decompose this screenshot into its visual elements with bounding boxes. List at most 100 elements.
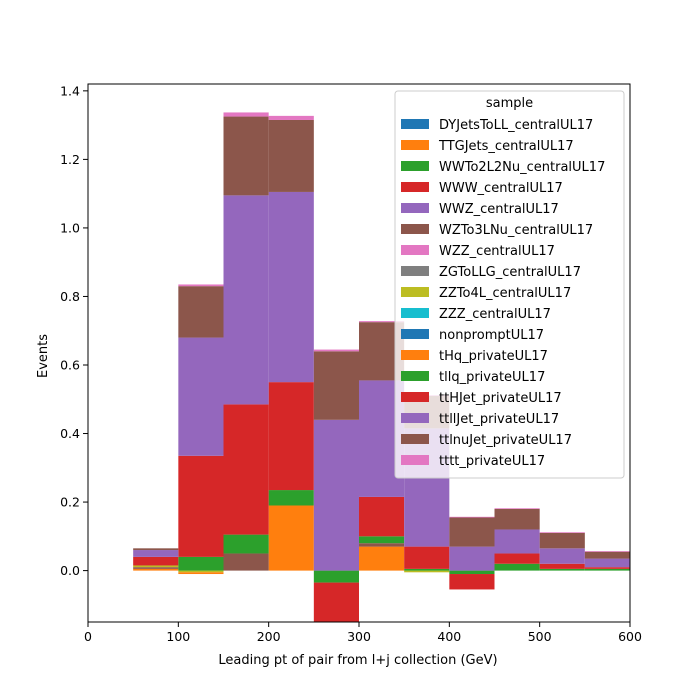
- bar-tllq_privateUL17-bin-9: [539, 568, 585, 571]
- bar-tttt_privateUL17-bin-4: [313, 349, 359, 352]
- bar-ttHJet_privateUL17-bin-4: [313, 582, 359, 622]
- bar-tttt_privateUL17-bin-5: [359, 321, 405, 323]
- legend-swatch: [401, 308, 429, 318]
- bar-ttHJet_privateUL17-bin-3: [268, 382, 314, 491]
- legend-swatch: [401, 350, 429, 360]
- legend-entry-label: ZZZ_centralUL17: [439, 307, 551, 322]
- y-axis-label: Events: [36, 334, 51, 378]
- bar-ttlnuJet_privateUL17-bin-0: [133, 548, 179, 551]
- bar-ttHJet_privateUL17-bin-10: [584, 567, 630, 569]
- y-tick-label: 1.0: [60, 220, 80, 235]
- bar-ttlnuJet_privateUL17-bin-10: [584, 551, 630, 559]
- x-tick-label: 100: [166, 629, 190, 644]
- legend-swatch: [401, 266, 429, 276]
- legend-title: sample: [486, 96, 533, 111]
- bar-tllq_privateUL17-bin-5: [359, 536, 405, 544]
- x-tick-label: 0: [84, 629, 92, 644]
- bar-ttllJet_privateUL17-bin-7: [449, 546, 495, 571]
- bar-tllq_privateUL17-bin-6: [404, 568, 450, 571]
- bar-ttlnuJet_privateUL17-bin-3: [268, 119, 314, 192]
- y-tick-label: 1.2: [60, 152, 80, 167]
- legend-box: [394, 90, 625, 479]
- legend-swatch: [401, 392, 429, 402]
- bar-tllq_privateUL17-bin-8: [494, 563, 540, 571]
- bar-ttllJet_privateUL17-bin-10: [584, 558, 630, 568]
- bar-tttt_privateUL17-bin-1: [178, 284, 224, 287]
- bar-tttt_privateUL17-bin-3: [268, 115, 314, 120]
- bar-WZTo3LNu_centralUL17-bin-2: [223, 553, 269, 571]
- legend-entry-label: WWZ_centralUL17: [439, 202, 559, 217]
- legend-entry-label: tllq_privateUL17: [439, 370, 545, 385]
- legend-swatch: [401, 161, 429, 171]
- bar-ttlnuJet_privateUL17-bin-2: [223, 116, 269, 196]
- bar-ttHJet_privateUL17-bin-6: [404, 546, 450, 569]
- legend-swatch: [401, 245, 429, 255]
- bar-tllq_privateUL17-bin-10: [584, 568, 630, 571]
- y-tick-label: 0.0: [60, 563, 80, 578]
- bar-ttHJet_privateUL17-bin-1: [178, 455, 224, 557]
- legend-swatch: [401, 203, 429, 213]
- bar-ttHJet_privateUL17-bin-2: [223, 404, 269, 535]
- legend-swatch: [401, 455, 429, 465]
- bar-TTGJets_centralUL17-bin-0: [133, 568, 179, 571]
- x-axis-label: Leading pt of pair from l+j collection (…: [218, 653, 497, 668]
- x-tick-label: 500: [528, 629, 552, 644]
- legend-swatch: [401, 371, 429, 381]
- legend-swatch: [401, 434, 429, 444]
- legend-entry-label: WZTo3LNu_centralUL17: [439, 223, 593, 238]
- legend-entry-label: TTGJets_centralUL17: [438, 139, 574, 154]
- bar-ZZTo4L_centralUL17-bin-6: [404, 570, 450, 573]
- legend-swatch: [401, 413, 429, 423]
- bar-TTGJets_centralUL17-bin-5: [359, 546, 405, 571]
- y-tick-label: 0.2: [60, 495, 80, 510]
- x-tick-label: 200: [257, 629, 281, 644]
- bar-ZZTo4L_centralUL17-bin-0: [133, 565, 179, 568]
- legend-entry-label: WWTo2L2Nu_centralUL17: [439, 160, 605, 175]
- legend-entry-label: WWW_centralUL17: [439, 181, 563, 196]
- bar-TTGJets_centralUL17-bin-3: [268, 505, 314, 571]
- y-tick-label: 1.4: [60, 83, 80, 98]
- bar-ttHJet_privateUL17-bin-8: [494, 553, 540, 564]
- legend-entry-label: tttt_privateUL17: [439, 454, 545, 469]
- legend-entry-label: WZZ_centralUL17: [439, 244, 555, 259]
- legend-swatch: [401, 182, 429, 192]
- bar-ttlnuJet_privateUL17-bin-4: [313, 351, 359, 420]
- bar-ttHJet_privateUL17-bin-5: [359, 496, 405, 537]
- bar-ttlnuJet_privateUL17-bin-8: [494, 508, 540, 530]
- bar-ttlnuJet_privateUL17-bin-9: [539, 532, 585, 549]
- bar-ttHJet_privateUL17-bin-0: [133, 556, 179, 566]
- bar-ttllJet_privateUL17-bin-0: [133, 550, 179, 557]
- legend-entry-label: tHq_privateUL17: [439, 349, 548, 364]
- bar-WZTo3LNu_centralUL17-bin-5: [359, 543, 405, 547]
- legend-entry-label: ttllJet_privateUL17: [439, 412, 559, 427]
- bar-tllq_privateUL17-bin-1: [178, 556, 224, 571]
- axes: 0 100 200 300 400 500 600 0.0 0.2 0.4 0.6 0.8 1.0 1.2…: [60, 83, 642, 644]
- bar-ttHJet_privateUL17-bin-7: [449, 574, 495, 590]
- bar-ttllJet_privateUL17-bin-8: [494, 529, 540, 554]
- x-tick-label: 300: [347, 629, 371, 644]
- bar-ttllJet_privateUL17-bin-4: [313, 419, 359, 571]
- x-tick-label: 400: [437, 629, 461, 644]
- bar-tttt_privateUL17-bin-10: [584, 551, 630, 552]
- y-tick-label: 0.6: [60, 357, 80, 372]
- bar-ttllJet_privateUL17-bin-1: [178, 337, 224, 456]
- bar-tHq_privateUL17-bin-1: [178, 572, 224, 575]
- legend-entry-label: ZZTo4L_centralUL17: [439, 286, 571, 301]
- bar-tttt_privateUL17-bin-9: [539, 532, 585, 533]
- legend: sample DYJetsToLL_centralUL17 TTGJets_cent…: [394, 90, 625, 479]
- legend-entry-label: DYJetsToLL_centralUL17: [439, 118, 593, 133]
- legend-swatch: [401, 119, 429, 129]
- legend-entry-label: ZGToLLG_centralUL17: [439, 265, 581, 280]
- bar-tllq_privateUL17-bin-2: [223, 534, 269, 554]
- y-tick-label: 0.4: [60, 426, 80, 441]
- legend-entry-label: ttHJet_privateUL17: [439, 391, 562, 406]
- bar-tttt_privateUL17-bin-2: [223, 112, 269, 117]
- bar-WZTo3LNu_centralUL17-bin-0: [133, 567, 179, 569]
- bar-tllq_privateUL17-bin-7: [449, 570, 495, 575]
- bar-ttlnuJet_privateUL17-bin-1: [178, 286, 224, 338]
- plot-area: [133, 112, 630, 622]
- bar-ttlnuJet_privateUL17-bin-7: [449, 517, 495, 547]
- bar-tllq_privateUL17-bin-4: [313, 570, 359, 583]
- bar-ttllJet_privateUL17-bin-2: [223, 195, 269, 405]
